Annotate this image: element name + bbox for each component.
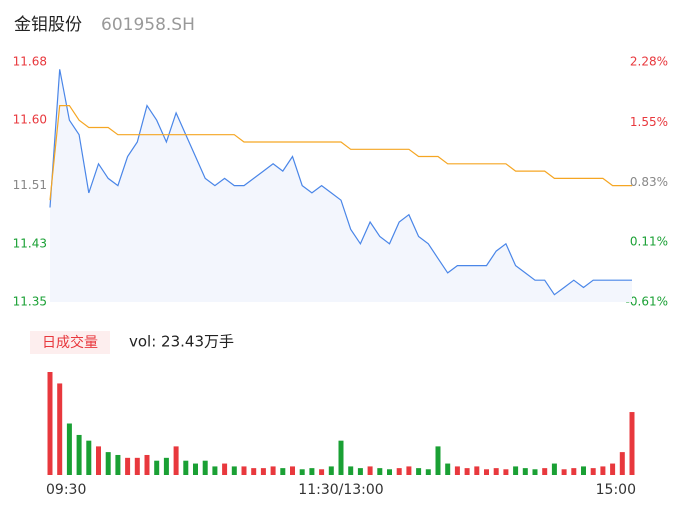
volume-bar <box>600 466 606 475</box>
volume-bar <box>629 412 635 475</box>
volume-bar <box>76 434 82 475</box>
x-tick-label: 09:30 <box>46 482 86 498</box>
volume-bar <box>493 468 499 475</box>
volume-bar <box>425 469 431 475</box>
volume-bar <box>396 468 402 475</box>
y2-tick-label: 2.28% <box>630 55 668 69</box>
volume-bar <box>154 460 160 475</box>
volume-bar <box>571 468 577 475</box>
y2-tick-label: 1.55% <box>630 115 668 129</box>
volume-bar <box>387 469 392 475</box>
volume-bar <box>367 466 373 475</box>
volume-bar <box>86 440 92 475</box>
volume-bar <box>484 469 489 475</box>
volume-bar <box>96 446 101 475</box>
volume-bar <box>270 466 276 475</box>
volume-bar <box>503 469 509 475</box>
volume-bar <box>183 460 189 475</box>
volume-bar <box>212 466 218 475</box>
volume-bar <box>66 423 72 475</box>
volume-bar <box>260 468 266 475</box>
x-tick-label: 15:00 <box>596 482 636 498</box>
volume-bar <box>280 468 286 475</box>
y-tick-label: 11.60 <box>13 113 47 127</box>
volume-bar <box>115 454 121 475</box>
stock-code: 601958.SH <box>101 15 195 35</box>
volume-bar <box>222 463 228 475</box>
volume-bar <box>406 466 412 475</box>
volume-bar <box>561 469 567 475</box>
volume-bar <box>328 466 334 475</box>
volume-bar <box>57 383 63 475</box>
volume-bar <box>202 460 208 475</box>
price-line <box>49 69 632 296</box>
average-line <box>49 105 632 201</box>
volume-bar <box>532 469 538 475</box>
y-tick-label: 11.43 <box>13 236 47 250</box>
volume-bar <box>47 372 53 475</box>
y2-tick-label: 0.83% <box>630 175 668 189</box>
volume-bar <box>348 466 354 475</box>
volume-bar <box>377 468 383 475</box>
x-tick-label: 11:30/13:00 <box>298 482 383 498</box>
volume-bar <box>299 469 305 475</box>
volume-bar <box>319 469 325 475</box>
volume-summary: vol: 23.43万手 <box>129 333 234 351</box>
volume-bar <box>105 452 111 475</box>
volume-bar <box>551 463 557 475</box>
volume-bar <box>338 440 344 475</box>
volume-bar <box>231 466 237 475</box>
y-tick-label: 11.68 <box>13 55 47 69</box>
volume-bar <box>309 468 315 475</box>
volume-bar <box>522 468 528 475</box>
volume-bar <box>610 463 616 475</box>
volume-bar <box>464 468 470 475</box>
volume-bar <box>125 457 131 475</box>
volume-bar <box>134 457 140 475</box>
y2-tick-label: 0.11% <box>630 235 668 249</box>
volume-bar <box>581 466 586 475</box>
price-area <box>50 69 632 302</box>
volume-bar <box>193 463 198 475</box>
y-tick-label: 11.35 <box>13 295 47 309</box>
volume-bar <box>241 466 247 475</box>
volume-bar <box>619 452 625 475</box>
volume-bar <box>144 454 150 475</box>
y2-tick-label: -0.61% <box>626 295 668 309</box>
stock-name: 金钼股份 <box>14 15 82 35</box>
volume-tab[interactable] <box>30 331 110 354</box>
volume-bar <box>290 466 295 475</box>
volume-bar <box>173 446 179 475</box>
volume-tab-label[interactable]: 日成交量 <box>42 334 98 351</box>
volume-bar <box>163 457 169 475</box>
volume-bar <box>435 446 441 475</box>
volume-bar <box>251 468 257 475</box>
volume-bar <box>542 468 548 475</box>
volume-bar <box>474 466 480 475</box>
volume-bar <box>357 468 363 475</box>
volume-bar <box>513 466 519 475</box>
volume-bar <box>454 466 460 475</box>
volume-bar <box>445 463 451 475</box>
volume-bar <box>590 468 596 475</box>
volume-bar <box>416 468 422 475</box>
y-tick-label: 11.51 <box>13 178 47 192</box>
